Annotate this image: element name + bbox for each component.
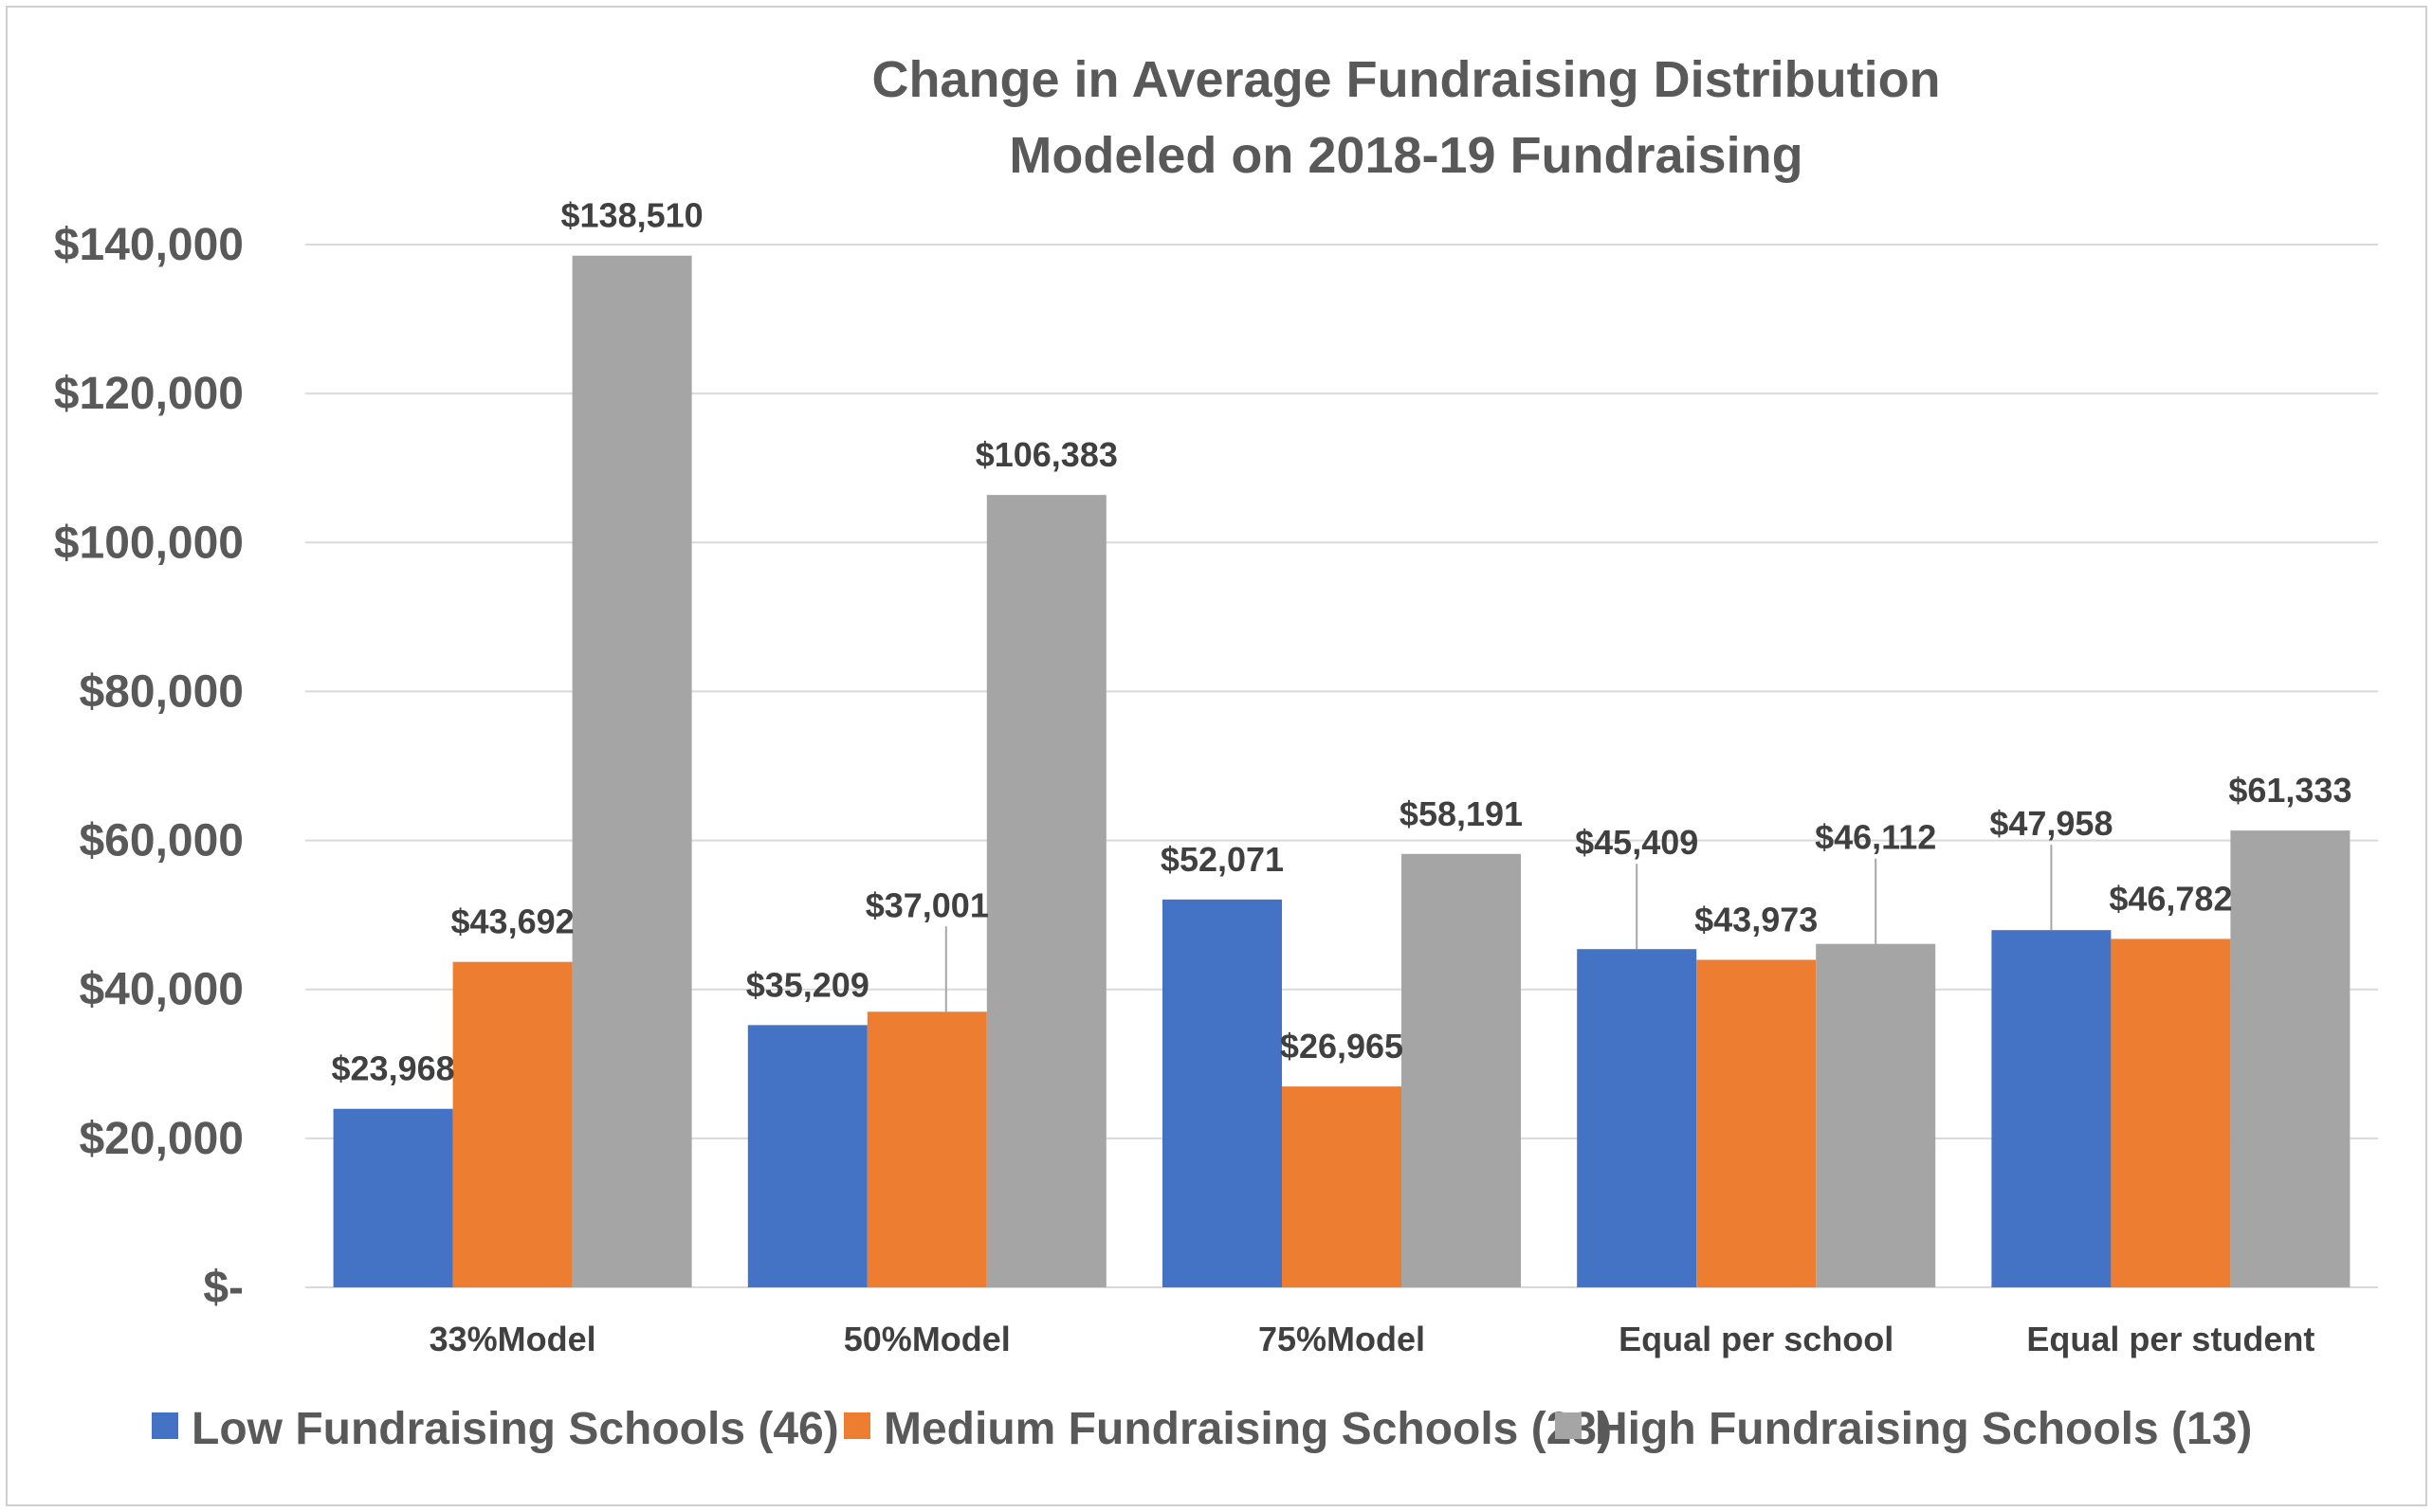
data-label: $52,071 [1161,840,1284,879]
y-tick-label: $20,000 [79,1114,244,1164]
bar-low-0 [333,1108,453,1287]
y-tick-label: $80,000 [79,666,244,717]
chart-title: Change in Average Fundraising Distributi… [871,51,1940,184]
bar-low-3 [1577,949,1697,1287]
bar-medium-4 [2111,938,2231,1287]
data-label: $26,965 [1280,1027,1403,1066]
legend-swatch [1555,1412,1582,1439]
y-tick-label: $120,000 [54,369,244,419]
y-tick-label: $- [203,1263,244,1313]
y-axis-ticks: $- $20,000 $40,000 $60,000 $80,000 $100,000 $1… [54,220,244,1313]
x-tick-label: 75%Model [1258,1320,1425,1358]
data-label: $46,112 [1815,818,1936,857]
data-label: $37,001 [866,885,989,924]
data-labels: $23,968 $43,692 $138,510 $35,209 $37,001 $106… [332,196,2352,1088]
x-tick-label: Equal per student [2026,1320,2314,1358]
x-tick-label: 33%Model [430,1320,596,1358]
bar-medium-0 [452,961,573,1287]
y-tick-label: $140,000 [54,220,244,270]
chart-title-line-1: Change in Average Fundraising Distributi… [871,51,1940,108]
x-tick-label: Equal per school [1619,1320,1893,1358]
data-label: $46,782 [2109,879,2232,918]
legend-swatch [844,1412,870,1439]
bar-high-2 [1401,853,1521,1287]
data-label: $35,209 [746,965,869,1004]
data-label: $43,692 [451,902,575,941]
legend-label: High Fundraising Schools (13) [1595,1404,2252,1454]
data-label: $45,409 [1575,823,1698,862]
data-label: $23,968 [332,1049,455,1088]
bar-high-4 [2230,830,2351,1287]
legend: Low Fundraising Schools (46) Medium Fundr… [152,1404,2252,1454]
bar-high-1 [986,495,1107,1287]
y-tick-label: $60,000 [79,816,244,866]
legend-label: Medium Fundraising Schools (23) [884,1404,1612,1454]
data-label: $47,958 [1989,804,2113,843]
y-tick-label: $40,000 [79,965,244,1015]
bar-medium-2 [1282,1086,1401,1287]
data-label: $61,333 [2228,771,2351,810]
bar-high-3 [1816,943,1936,1287]
data-label: $43,973 [1694,900,1818,938]
legend-label: Low Fundraising Schools (46) [192,1404,839,1454]
x-tick-label: 50%Model [844,1320,1011,1358]
x-axis-ticks: 33%Model 50%Model 75%Model Equal per school… [430,1320,2315,1358]
bar-low-2 [1162,899,1282,1287]
label-leader-lines [944,845,2053,1012]
bar-medium-3 [1696,959,1817,1287]
legend-swatch [152,1412,178,1439]
bars [333,255,2351,1287]
bar-medium-1 [867,1011,987,1287]
data-label: $138,510 [561,196,704,235]
chart-title-line-2: Modeled on 2018-19 Fundraising [1009,127,1802,184]
data-label: $58,191 [1399,794,1523,833]
bar-low-1 [747,1025,868,1287]
y-tick-label: $100,000 [54,518,244,568]
data-label: $106,383 [976,435,1118,474]
bar-high-0 [572,255,692,1287]
bar-low-4 [1991,930,2112,1287]
